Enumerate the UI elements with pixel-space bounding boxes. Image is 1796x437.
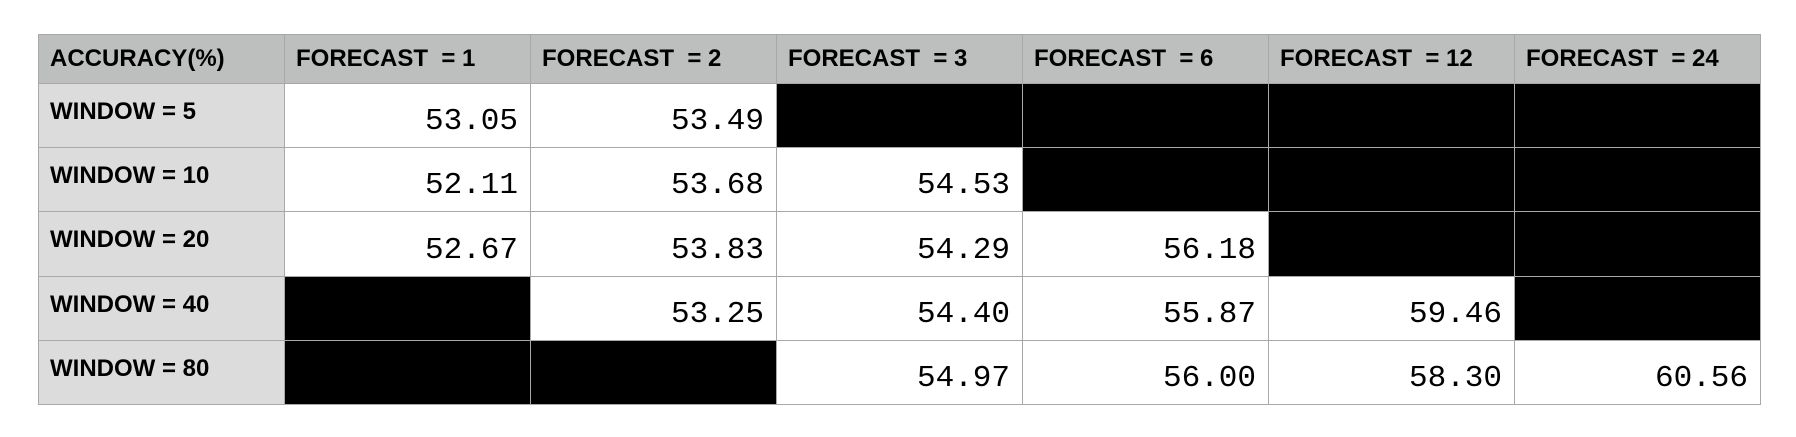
accuracy-value-cell: 55.87	[1022, 275, 1269, 341]
column-header-forecast-12: FORECAST = 12	[1268, 34, 1515, 84]
accuracy-value-cell: 53.68	[530, 147, 777, 213]
empty-cell	[1514, 275, 1761, 341]
empty-cell	[1514, 211, 1761, 277]
accuracy-value-cell: 56.18	[1022, 211, 1269, 277]
accuracy-value-cell: 59.46	[1268, 275, 1515, 341]
accuracy-value-cell: 58.30	[1268, 339, 1515, 406]
row-label: WINDOW = 80	[38, 339, 285, 406]
accuracy-value-cell: 54.53	[776, 147, 1023, 213]
table-row: WINDOW = 20 52.67 53.83 54.29 56.18	[38, 211, 1761, 277]
accuracy-value-cell: 52.11	[284, 147, 531, 213]
accuracy-table: ACCURACY(%) FORECAST = 1 FORECAST = 2 FO…	[38, 34, 1761, 406]
column-header-forecast-2: FORECAST = 2	[530, 34, 777, 84]
row-label: WINDOW = 40	[38, 275, 285, 341]
empty-cell	[1514, 147, 1761, 213]
accuracy-value-cell: 60.56	[1514, 339, 1761, 406]
empty-cell	[1022, 147, 1269, 213]
table-row: WINDOW = 80 54.97 56.00 58.30 60.56	[38, 339, 1761, 406]
column-header-forecast-1: FORECAST = 1	[284, 34, 531, 84]
empty-cell	[1514, 82, 1761, 149]
empty-cell	[1022, 82, 1269, 149]
accuracy-value-cell: 52.67	[284, 211, 531, 277]
column-header-forecast-6: FORECAST = 6	[1022, 34, 1269, 84]
header-row: ACCURACY(%) FORECAST = 1 FORECAST = 2 FO…	[38, 34, 1761, 84]
empty-cell	[284, 339, 531, 406]
empty-cell	[1268, 82, 1515, 149]
table-body: WINDOW = 5 53.05 53.49 WINDOW = 10 52.11 53.6…	[38, 82, 1761, 406]
empty-cell	[776, 82, 1023, 149]
column-header-forecast-24: FORECAST = 24	[1514, 34, 1761, 84]
table-row: WINDOW = 10 52.11 53.68 54.53	[38, 147, 1761, 213]
accuracy-value-cell: 53.25	[530, 275, 777, 341]
corner-header: ACCURACY(%)	[38, 34, 285, 84]
row-label: WINDOW = 10	[38, 147, 285, 213]
accuracy-value-cell: 54.97	[776, 339, 1023, 406]
table-row: WINDOW = 40 53.25 54.40 55.87 59.46	[38, 275, 1761, 341]
empty-cell	[1268, 211, 1515, 277]
empty-cell	[1268, 147, 1515, 213]
empty-cell	[530, 339, 777, 406]
column-header-forecast-3: FORECAST = 3	[776, 34, 1023, 84]
row-label: WINDOW = 5	[38, 82, 285, 149]
accuracy-value-cell: 54.40	[776, 275, 1023, 341]
empty-cell	[284, 275, 531, 341]
accuracy-value-cell: 54.29	[776, 211, 1023, 277]
table-row: WINDOW = 5 53.05 53.49	[38, 82, 1761, 149]
accuracy-value-cell: 56.00	[1022, 339, 1269, 406]
accuracy-value-cell: 53.49	[530, 82, 777, 149]
accuracy-value-cell: 53.83	[530, 211, 777, 277]
row-label: WINDOW = 20	[38, 211, 285, 277]
accuracy-value-cell: 53.05	[284, 82, 531, 149]
